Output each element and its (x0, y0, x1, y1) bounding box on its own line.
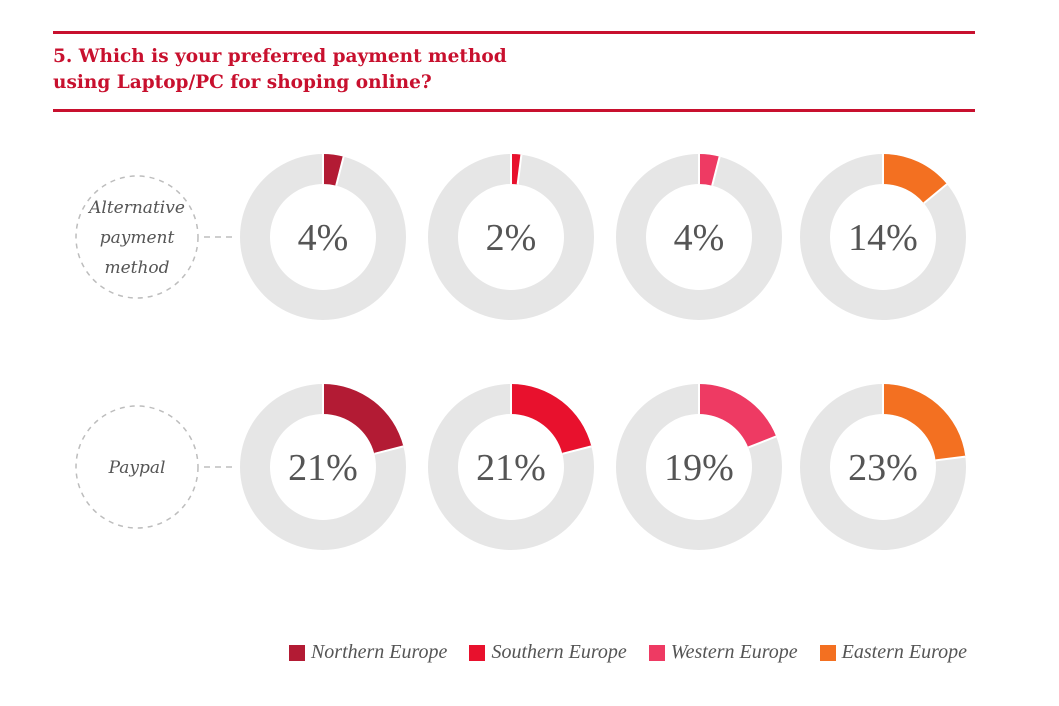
row-label-alternative-payment-method-line-1: Alternative (87, 198, 185, 218)
donut-sep-end-western-europe-alternative-payment-method (711, 156, 721, 186)
donut-track-northern-europe-alternative-payment-method (239, 154, 406, 320)
donut-segment-eastern-europe-paypal (883, 384, 966, 461)
legend-swatch-southern-europe (469, 644, 486, 661)
title-top-rule (53, 31, 975, 34)
chart-title-line-2: using Laptop/PC for shoping online? (53, 72, 432, 93)
donut-value-label-western-europe-paypal: 19% (664, 447, 734, 489)
legend-item-eastern-europe: Eastern Europe (819, 641, 967, 664)
donut-value-label-eastern-europe-paypal: 23% (848, 447, 918, 489)
donut-sep-end-northern-europe-paypal (374, 445, 404, 455)
donut-value-label-southern-europe-alternative-payment-method: 2% (486, 217, 537, 259)
donut-sep-end-eastern-europe-alternative-payment-method (923, 183, 948, 204)
legend-item-northern-europe: Northern Europe (288, 641, 448, 664)
donut-value-label-eastern-europe-alternative-payment-method: 14% (848, 217, 918, 259)
legend-label-eastern-europe: Eastern Europe (841, 641, 967, 663)
legend-swatch-northern-europe (288, 644, 305, 661)
legend-swatch-eastern-europe (819, 644, 836, 661)
legend-label-western-europe: Western Europe (670, 641, 798, 663)
legend: Northern Europe Southern Europe Western … (288, 641, 967, 664)
row-label-alternative-payment-method-line-3: method (104, 258, 169, 278)
legend-item-southern-europe: Southern Europe (469, 641, 627, 664)
donut-segment-eastern-europe-alternative-payment-method (883, 154, 947, 204)
donut-segment-northern-europe-paypal (323, 384, 404, 454)
donut-sep-end-western-europe-paypal (747, 435, 777, 449)
donut-segment-northern-europe-alternative-payment-method (323, 154, 344, 186)
donut-value-label-southern-europe-paypal: 21% (476, 447, 546, 489)
chart-title: 5. Which is your preferred payment metho… (53, 44, 753, 96)
donut-sep-end-southern-europe-paypal (562, 445, 592, 455)
donut-track-western-europe-alternative-payment-method (615, 154, 782, 320)
donut-sep-end-southern-europe-alternative-payment-method (516, 154, 523, 185)
donut-sep-end-eastern-europe-paypal (935, 455, 966, 462)
legend-label-northern-europe: Northern Europe (310, 641, 448, 663)
donut-sep-end-northern-europe-alternative-payment-method (335, 156, 345, 186)
chart-title-line-1: 5. Which is your preferred payment metho… (53, 46, 507, 67)
donut-segment-western-europe-alternative-payment-method (699, 154, 720, 186)
donut-value-label-western-europe-alternative-payment-method: 4% (674, 217, 725, 259)
row-label-alternative-payment-method-line-2: payment (100, 228, 175, 248)
title-bottom-rule (53, 109, 975, 112)
row-label-paypal-line-1: Paypal (108, 458, 166, 478)
donut-segment-southern-europe-paypal (511, 384, 592, 454)
donut-track-southern-europe-alternative-payment-method (427, 154, 594, 320)
donut-segment-western-europe-paypal (699, 384, 777, 448)
row-label-circle-paypal (75, 405, 199, 529)
legend-item-western-europe: Western Europe (648, 641, 798, 664)
legend-label-southern-europe: Southern Europe (491, 641, 627, 663)
row-label-circle-alternative-payment-method (75, 175, 199, 299)
donut-value-label-northern-europe-paypal: 21% (288, 447, 358, 489)
donut-value-label-northern-europe-alternative-payment-method: 4% (298, 217, 349, 259)
legend-swatch-western-europe (648, 644, 665, 661)
donut-segment-southern-europe-alternative-payment-method (511, 154, 522, 185)
